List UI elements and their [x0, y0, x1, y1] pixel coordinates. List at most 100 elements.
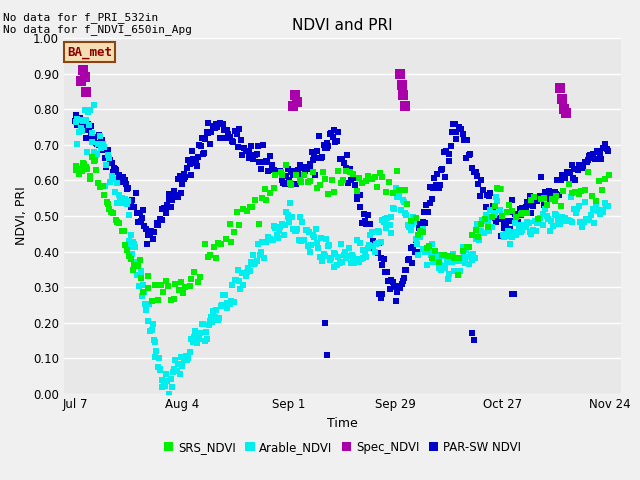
- Point: [278, 180, 289, 187]
- Point: [439, 149, 449, 156]
- Point: [463, 253, 474, 261]
- Point: [147, 228, 157, 236]
- Point: [596, 206, 607, 214]
- Point: [449, 267, 460, 275]
- Point: [459, 253, 469, 261]
- Point: [206, 129, 216, 136]
- Point: [377, 173, 387, 180]
- Point: [89, 148, 99, 156]
- Point: [289, 171, 299, 179]
- Point: [266, 161, 276, 168]
- Point: [263, 167, 273, 175]
- Point: [144, 300, 154, 308]
- Point: [248, 155, 259, 163]
- Point: [492, 197, 502, 204]
- Point: [396, 186, 406, 193]
- Point: [369, 173, 380, 181]
- Point: [386, 213, 396, 221]
- Point: [163, 390, 173, 397]
- Point: [552, 217, 563, 225]
- Point: [136, 274, 147, 282]
- Point: [409, 218, 419, 226]
- Point: [328, 264, 339, 271]
- Point: [498, 231, 508, 239]
- Point: [570, 176, 580, 184]
- Point: [257, 239, 268, 246]
- Point: [347, 251, 357, 259]
- Point: [78, 67, 88, 74]
- Point: [126, 203, 136, 210]
- Point: [488, 211, 499, 218]
- Point: [133, 259, 143, 267]
- Point: [598, 144, 609, 152]
- Point: [173, 286, 184, 293]
- Point: [143, 272, 154, 280]
- Point: [406, 244, 416, 252]
- Point: [535, 214, 545, 221]
- Point: [477, 186, 488, 194]
- Point: [102, 198, 112, 206]
- Point: [238, 205, 248, 213]
- Point: [354, 174, 364, 182]
- Point: [336, 180, 346, 187]
- Point: [72, 121, 83, 129]
- Point: [276, 168, 286, 176]
- Point: [545, 227, 555, 235]
- Point: [339, 176, 349, 183]
- Point: [557, 95, 567, 103]
- Point: [529, 193, 539, 201]
- Point: [116, 175, 126, 183]
- Point: [180, 173, 190, 181]
- Point: [284, 218, 294, 226]
- Point: [444, 252, 454, 260]
- Point: [115, 196, 125, 204]
- Point: [195, 142, 205, 149]
- Point: [188, 338, 198, 346]
- Point: [461, 246, 471, 254]
- Point: [75, 114, 85, 121]
- Point: [466, 251, 476, 259]
- Point: [259, 254, 269, 262]
- Point: [373, 239, 383, 246]
- Point: [540, 188, 550, 196]
- Point: [563, 169, 573, 177]
- Point: [256, 165, 266, 173]
- Point: [234, 221, 244, 228]
- Point: [199, 149, 209, 156]
- Point: [580, 198, 590, 206]
- Point: [356, 179, 367, 187]
- Point: [166, 383, 177, 390]
- Point: [150, 338, 160, 346]
- Point: [320, 252, 330, 260]
- Point: [172, 367, 182, 375]
- Point: [242, 147, 252, 155]
- Point: [207, 318, 218, 326]
- Point: [214, 119, 225, 127]
- Point: [188, 155, 198, 163]
- Point: [325, 256, 335, 264]
- Point: [74, 116, 84, 124]
- Point: [126, 243, 136, 251]
- Point: [319, 251, 329, 258]
- Point: [88, 134, 98, 142]
- Point: [281, 209, 291, 216]
- Point: [309, 150, 319, 158]
- Point: [424, 242, 435, 250]
- Point: [469, 336, 479, 344]
- Point: [496, 185, 506, 193]
- Point: [166, 204, 176, 211]
- Point: [93, 140, 104, 148]
- Point: [507, 207, 517, 215]
- Point: [129, 262, 140, 269]
- Point: [525, 192, 535, 200]
- Point: [266, 189, 276, 197]
- Point: [97, 137, 107, 144]
- Point: [355, 192, 365, 199]
- Point: [265, 235, 275, 242]
- Point: [583, 156, 593, 164]
- Point: [137, 214, 147, 221]
- Point: [120, 227, 130, 235]
- Point: [295, 213, 305, 221]
- Point: [305, 160, 315, 168]
- Point: [70, 117, 81, 125]
